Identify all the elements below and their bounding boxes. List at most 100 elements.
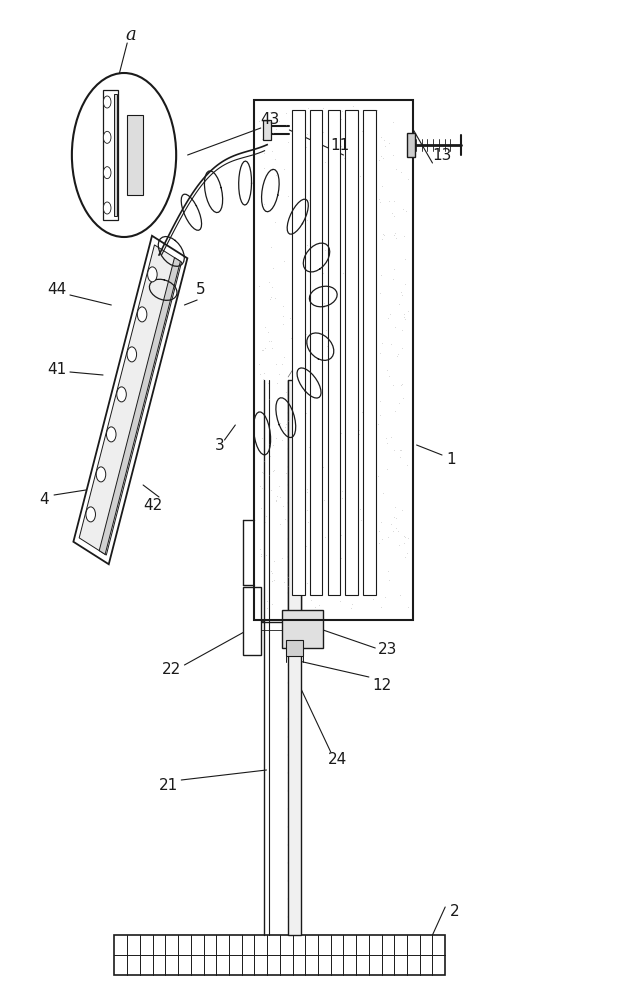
Point (335, 287, 345, 303)
Point (313, 404, 323, 420)
Text: 12: 12 (372, 678, 391, 692)
Point (348, 137, 358, 153)
Circle shape (96, 467, 106, 482)
Text: 44: 44 (48, 282, 67, 298)
Point (397, 287, 407, 303)
Point (391, 161, 401, 177)
Text: 2: 2 (450, 904, 460, 920)
Point (384, 368, 394, 384)
Point (346, 600, 356, 616)
Point (328, 398, 338, 414)
Point (293, 398, 303, 414)
Point (376, 129, 386, 145)
Point (394, 537, 404, 553)
Point (399, 309, 410, 325)
Point (283, 413, 293, 429)
Text: 41: 41 (48, 362, 67, 377)
Point (321, 322, 331, 338)
Point (291, 189, 301, 205)
Point (325, 371, 335, 387)
Point (349, 287, 359, 303)
Point (335, 593, 345, 609)
Point (363, 255, 373, 271)
Point (377, 231, 387, 247)
Point (291, 280, 301, 296)
Point (400, 276, 410, 292)
Point (292, 552, 302, 568)
Point (259, 145, 270, 161)
Point (332, 548, 342, 564)
Point (328, 266, 338, 282)
Point (297, 117, 307, 133)
Point (370, 292, 380, 308)
Point (387, 377, 398, 393)
Point (315, 219, 325, 235)
Point (373, 468, 383, 484)
Point (399, 306, 409, 322)
Text: 22: 22 (162, 662, 181, 678)
Point (257, 430, 267, 446)
Circle shape (104, 202, 111, 214)
Text: 4: 4 (39, 492, 50, 508)
Point (309, 586, 319, 602)
Point (375, 148, 385, 164)
Point (335, 429, 345, 445)
Point (262, 593, 272, 609)
Point (403, 303, 413, 319)
Point (266, 239, 276, 255)
Point (312, 587, 322, 603)
Bar (310, 110, 322, 595)
Point (302, 237, 312, 253)
Point (304, 192, 314, 208)
Point (305, 545, 315, 561)
Point (346, 239, 356, 255)
Point (383, 310, 393, 326)
Point (260, 514, 270, 530)
Circle shape (104, 96, 111, 108)
Point (317, 240, 327, 256)
Point (296, 141, 306, 157)
Point (307, 253, 317, 269)
Bar (104, 90, 118, 220)
Point (364, 368, 374, 384)
Point (387, 205, 398, 221)
Circle shape (106, 427, 116, 442)
Point (301, 212, 312, 228)
Point (308, 351, 318, 367)
Point (375, 407, 385, 423)
Point (259, 453, 269, 469)
Point (367, 125, 377, 141)
Point (340, 477, 350, 493)
Point (377, 531, 387, 547)
Point (327, 561, 337, 577)
Point (367, 151, 377, 167)
Point (355, 501, 365, 517)
Point (257, 480, 267, 496)
Point (349, 200, 359, 216)
Point (403, 171, 413, 187)
Point (277, 356, 287, 372)
Point (353, 541, 363, 557)
Point (351, 215, 361, 231)
Point (291, 280, 301, 296)
Point (392, 348, 402, 364)
Point (367, 311, 377, 327)
Point (315, 538, 326, 554)
Point (277, 316, 287, 332)
Point (257, 131, 267, 147)
Point (291, 401, 301, 417)
Point (389, 509, 399, 525)
Point (302, 126, 312, 142)
Point (267, 279, 277, 295)
Point (266, 162, 277, 178)
Point (267, 573, 277, 589)
Point (359, 504, 370, 520)
Point (277, 308, 287, 324)
Point (272, 488, 282, 504)
Point (364, 174, 374, 190)
Point (268, 260, 278, 276)
Point (330, 321, 340, 337)
Point (266, 143, 277, 159)
Point (338, 265, 349, 281)
Point (359, 195, 369, 211)
